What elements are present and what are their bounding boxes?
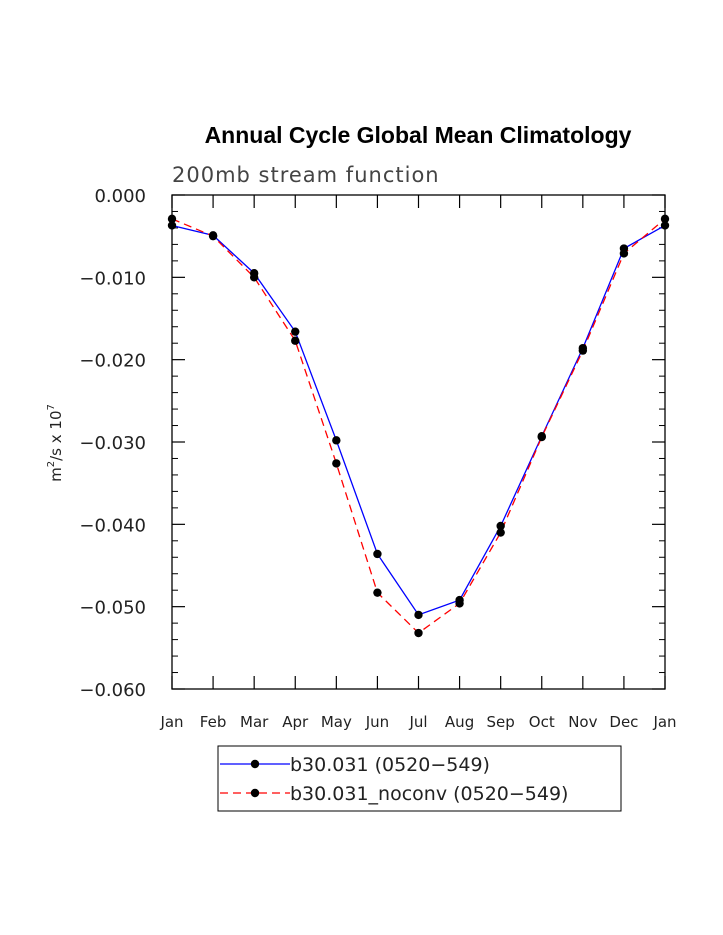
x-tick-label: Aug xyxy=(445,713,474,731)
y-tick-label: −0.060 xyxy=(79,680,146,701)
x-tick-label: Jul xyxy=(408,713,427,731)
series-2-point xyxy=(660,214,670,224)
series-1-point xyxy=(291,327,300,336)
series-1-point xyxy=(332,436,341,445)
x-tick-label: Dec xyxy=(609,713,638,731)
x-tick-label: Mar xyxy=(240,713,269,731)
legend: b30.031 (0520−549) b30.031_noconv (0520−5… xyxy=(217,745,622,812)
svg-text:m2/s x 107: m2/s x 107 xyxy=(46,404,65,482)
series-1-point xyxy=(373,549,382,559)
series-2-point xyxy=(414,628,423,638)
x-tick-label: Jan xyxy=(652,713,676,731)
legend-label-2: b30.031_noconv (0520−549) xyxy=(290,783,568,805)
series-2-point xyxy=(208,231,218,241)
y-axis-label-exp: 7 xyxy=(46,404,57,410)
x-tick-label: Oct xyxy=(529,713,555,731)
series-2-point xyxy=(496,528,505,537)
series-1-point xyxy=(167,221,177,230)
legend-box xyxy=(217,745,622,812)
y-tick-label: −0.040 xyxy=(79,515,146,536)
y-axis-label: m2/s x 107 xyxy=(46,404,65,482)
x-tick-label: May xyxy=(321,713,352,731)
x-tick-label: Feb xyxy=(200,713,227,731)
chart-subtitle: 200mb stream function xyxy=(172,163,440,187)
legend-marker-2 xyxy=(250,788,260,798)
y-axis-label-mid: /s x 10 xyxy=(47,411,65,461)
series-1-point xyxy=(496,521,505,531)
series-1-point xyxy=(414,610,423,620)
x-tick-label: Jan xyxy=(159,713,183,731)
plot-area: 0.000 −0.010 −0.020 −0.030 −0.040 −0.050 −0.06… xyxy=(79,186,676,731)
legend-marker-1 xyxy=(250,759,260,769)
x-tick-label: Jun xyxy=(365,713,389,731)
series-2-point xyxy=(373,588,382,597)
series-2-point xyxy=(249,273,259,282)
series-1-point xyxy=(660,221,670,230)
y-tick-label: −0.010 xyxy=(79,268,146,289)
y-axis-label-sup: 2 xyxy=(46,461,57,467)
legend-label-1: b30.031 (0520−549) xyxy=(290,754,490,776)
series-2-point xyxy=(167,214,177,224)
series-line-1 xyxy=(171,224,666,616)
series-2-point xyxy=(619,249,629,258)
chart-title: Annual Cycle Global Mean Climatology xyxy=(205,122,632,148)
x-tick-label: Apr xyxy=(282,713,309,731)
series-2-point xyxy=(537,432,546,442)
y-axis-label-unit: m xyxy=(47,467,65,482)
y-tick-label: −0.030 xyxy=(79,433,146,454)
x-tick-label: Sep xyxy=(487,713,515,731)
series-line-2 xyxy=(171,218,666,634)
y-tick-label: −0.050 xyxy=(79,598,146,619)
y-tick-label: 0.000 xyxy=(94,186,146,207)
x-tick-label: Nov xyxy=(568,713,597,731)
series-2-point xyxy=(578,346,588,355)
series-2-point xyxy=(332,459,341,468)
series-2-point xyxy=(291,336,300,345)
series-2-point xyxy=(455,599,464,608)
y-tick-label: −0.020 xyxy=(79,351,146,372)
